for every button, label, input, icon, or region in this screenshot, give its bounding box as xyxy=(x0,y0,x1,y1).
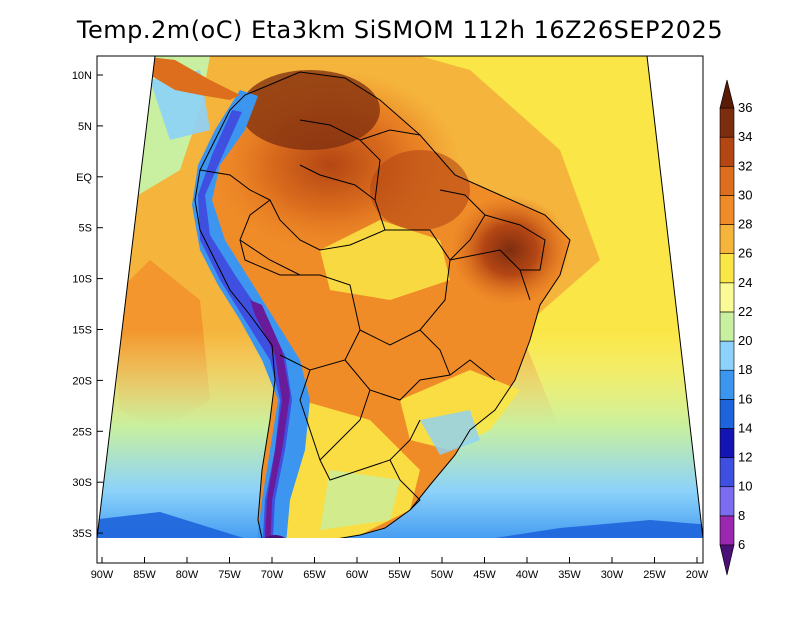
patagonia-cold xyxy=(261,535,289,538)
colorbar-label: 22 xyxy=(738,304,752,319)
colorbar-over-arrow xyxy=(719,79,735,109)
colorbar-label: 14 xyxy=(738,420,752,435)
colorbar-segment xyxy=(719,428,735,458)
lon-tick-label: 20W xyxy=(686,569,709,581)
colorbar-segment xyxy=(719,399,735,429)
lat-tick-label: 20S xyxy=(72,375,92,387)
colorbar-segment xyxy=(719,486,735,517)
lat-tick-label: 10S xyxy=(72,274,92,286)
border-goias xyxy=(419,329,451,376)
lon-tick-label: 70W xyxy=(261,569,284,581)
border-northeast xyxy=(449,249,531,301)
lat-tick-label: 25S xyxy=(72,426,92,438)
andes-peaks xyxy=(250,300,290,538)
temperature-field xyxy=(97,56,703,538)
pampas-mild xyxy=(320,470,400,530)
colorbar-segment xyxy=(719,195,735,225)
lon-tick-label: 40W xyxy=(516,569,539,581)
colorbar-label: 12 xyxy=(738,450,752,465)
colorbar-label: 26 xyxy=(738,246,752,261)
colorbar-segment xyxy=(719,515,735,546)
border-ecuador xyxy=(199,169,271,201)
colorbar-segment xyxy=(719,340,735,371)
colorbar-label: 34 xyxy=(738,129,752,144)
lon-tick-label: 75W xyxy=(218,569,241,581)
lat-tick-label: 30S xyxy=(72,477,92,489)
colorbar-label: 36 xyxy=(738,100,752,115)
colorbar-under-arrow xyxy=(719,544,735,576)
map-title: Temp.2m(oC) Eta3km SiSMOM 112h 16Z26SEP2… xyxy=(76,16,724,44)
coastline-east xyxy=(261,71,571,538)
lon-tick-label: 80W xyxy=(176,569,199,581)
lat-tick-label: 5N xyxy=(78,121,92,133)
border-west xyxy=(239,199,361,371)
colorbar-segment xyxy=(719,136,735,167)
lat-tick-label: EQ xyxy=(76,172,92,184)
colorbar-label: 24 xyxy=(738,275,752,290)
lon-tick-label: 25W xyxy=(643,569,666,581)
guiana-heat-core xyxy=(240,70,380,150)
colorbar-segment xyxy=(719,457,735,488)
northeast-heat xyxy=(450,195,570,305)
colorbar-segment xyxy=(719,253,735,284)
colorbar-label: 18 xyxy=(738,362,752,377)
colorbar-segment xyxy=(719,224,735,254)
lon-tick-label: 50W xyxy=(431,569,454,581)
latitude-axis: 10N 5N EQ 5S 10S 15S 20S 25S 30S 35S xyxy=(72,70,103,540)
colorbar-segment xyxy=(719,107,735,138)
border-peru xyxy=(239,239,301,276)
colorbar-label: 10 xyxy=(738,479,752,494)
southeast-highlands xyxy=(420,410,480,455)
colorbar-segment xyxy=(719,311,735,342)
lon-tick-label: 55W xyxy=(388,569,411,581)
lon-tick-label: 45W xyxy=(473,569,496,581)
border-paraguay xyxy=(299,369,321,461)
lon-tick-label: 35W xyxy=(558,569,581,581)
lon-tick-label: 90W xyxy=(91,569,114,581)
lon-tick-label: 65W xyxy=(303,569,326,581)
border-central xyxy=(359,229,451,346)
colorbar-label: 28 xyxy=(738,217,752,232)
border-south xyxy=(319,389,421,481)
colorbar-label: 16 xyxy=(738,391,752,406)
colorbar-label: 20 xyxy=(738,333,752,348)
colorbar-segment xyxy=(719,165,735,196)
border-uruguay xyxy=(389,459,421,511)
border-guianas xyxy=(359,129,421,141)
colorbar-segment xyxy=(719,282,735,313)
borders xyxy=(194,71,571,538)
lat-tick-label: 15S xyxy=(72,325,92,337)
colorbar-label: 32 xyxy=(738,158,752,173)
colorbar-label: 8 xyxy=(738,508,745,523)
para-heat xyxy=(370,150,470,230)
lon-tick-label: 30W xyxy=(601,569,624,581)
amazon-basin-cool xyxy=(320,220,450,300)
border-piaui xyxy=(484,214,546,271)
lon-tick-label: 60W xyxy=(346,569,369,581)
lat-tick-label: 10N xyxy=(72,70,92,82)
colorbar-label: 30 xyxy=(738,187,752,202)
colorbar-label: 6 xyxy=(738,537,745,552)
coastline-west xyxy=(194,87,276,538)
colorbar-segment xyxy=(719,369,735,400)
border-north xyxy=(269,164,386,251)
longitude-axis: 90W 85W 80W 75W 70W 65W 60W 55W 50W 45W 40W 35W 30W 2… xyxy=(91,557,709,581)
central-america xyxy=(140,56,240,100)
lat-tick-label: 35S xyxy=(72,528,92,540)
colorbar: 6 8 10 12 14 16 18 20 22 24 26 28 30 32 34 36 xyxy=(719,79,752,576)
lon-tick-label: 85W xyxy=(133,569,156,581)
lat-tick-label: 5S xyxy=(79,223,92,235)
